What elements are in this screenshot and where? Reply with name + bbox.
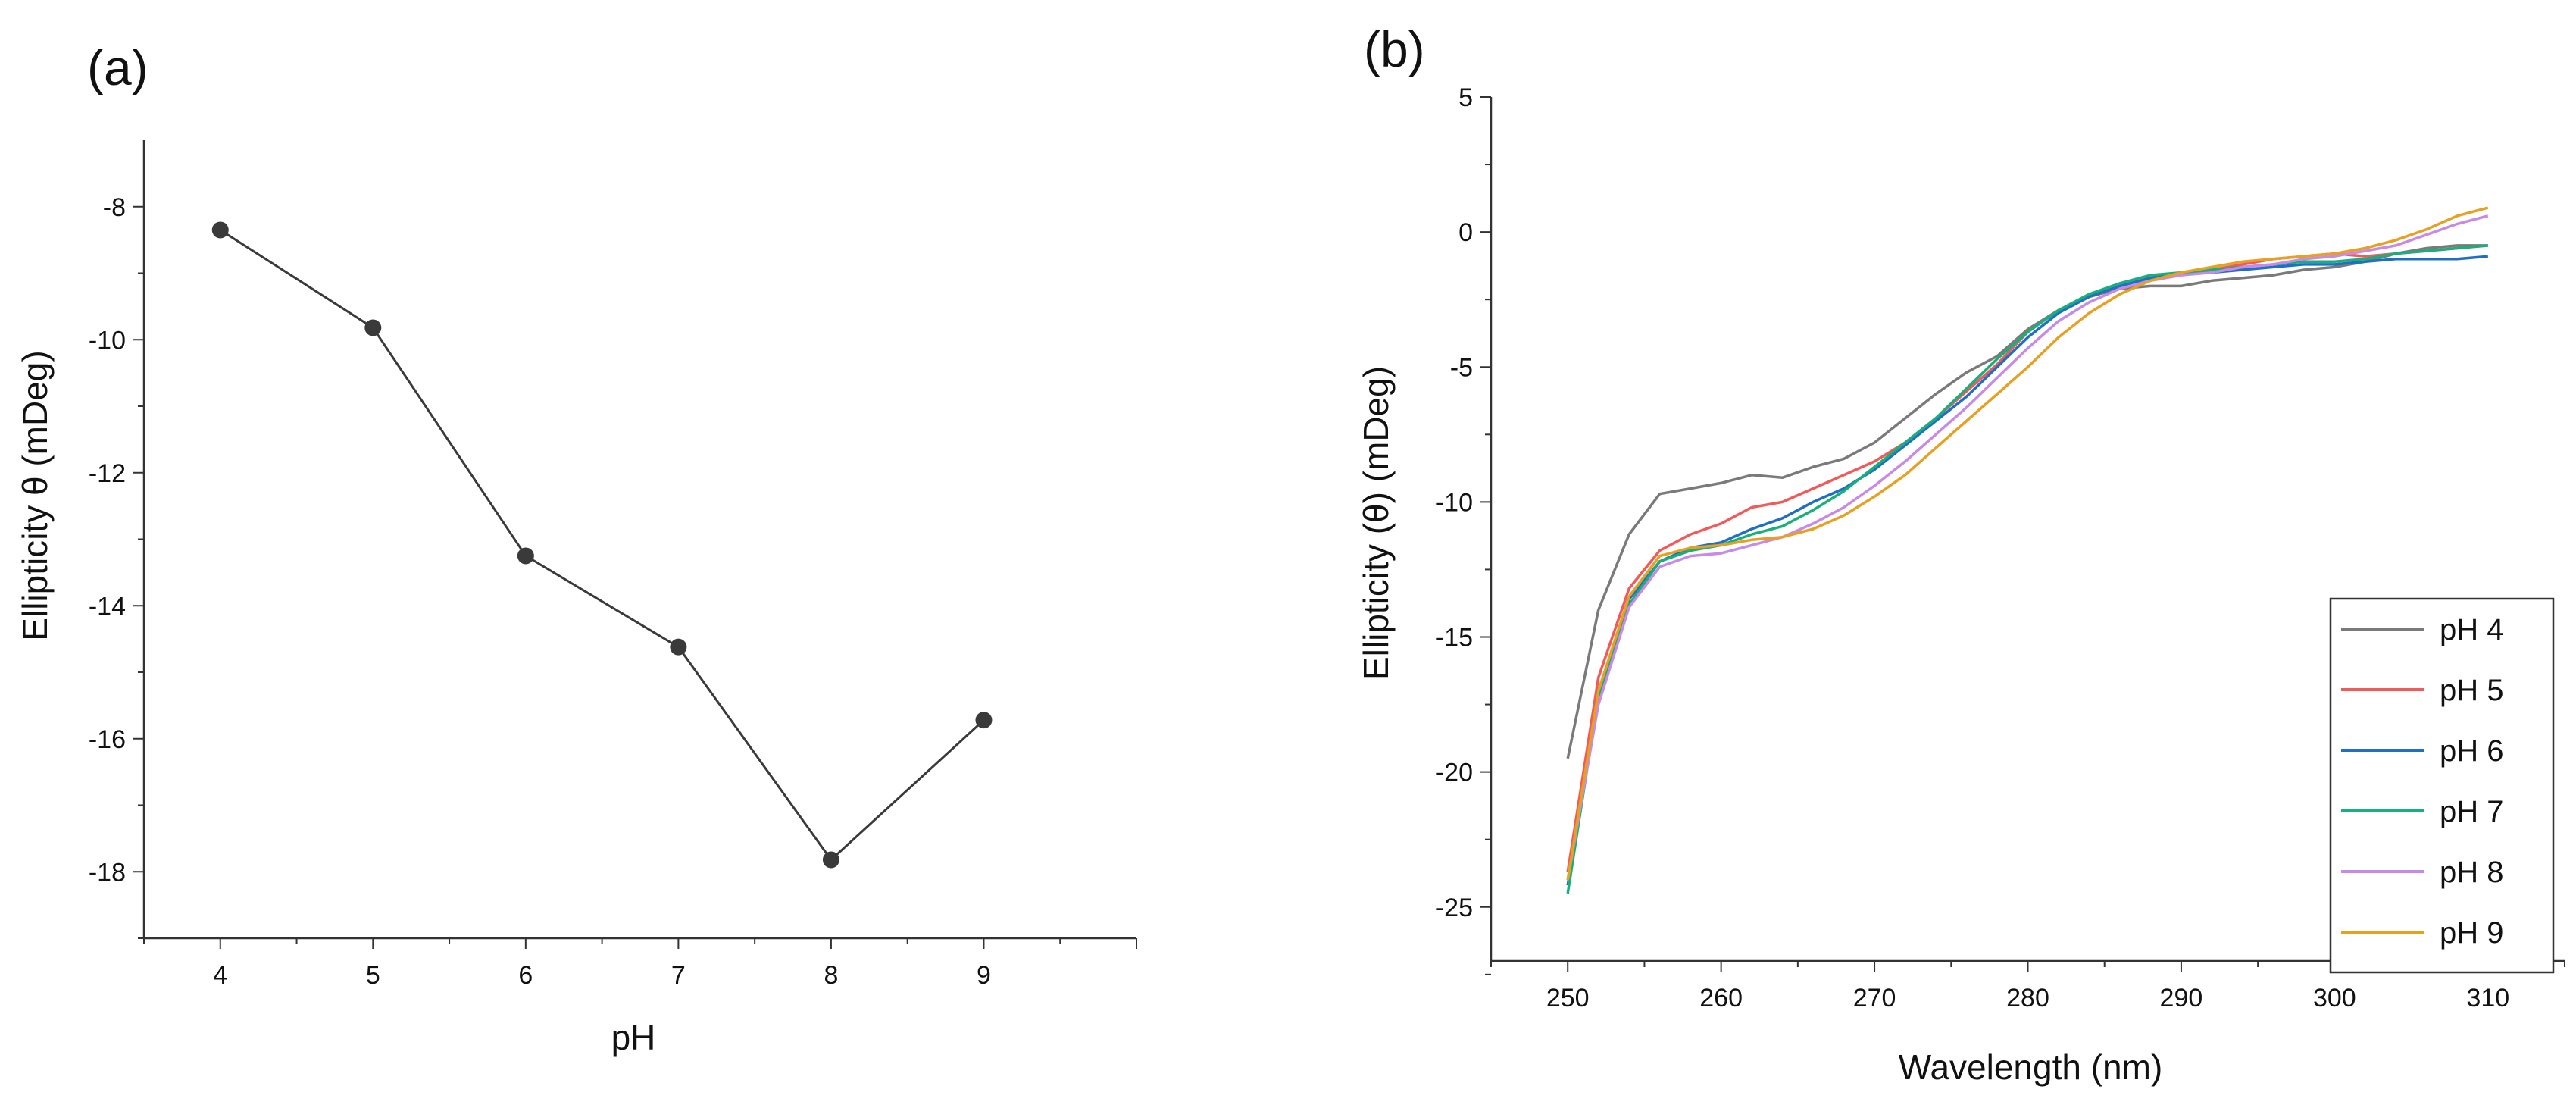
panel-b-x-axis-title: Wavelength (nm) xyxy=(1899,1047,2163,1087)
legend-label: pH 4 xyxy=(2440,613,2504,646)
series-line-ph-6 xyxy=(1566,255,2488,886)
panel-a-x-tick-label: 9 xyxy=(977,961,991,990)
panel-b-y-tick-label: -10 xyxy=(1436,488,1473,517)
chart-panel-a: (a) 4 5 6 7 8 9 -8 -10 -12 -14 -16 -18 pH Elliptic… xyxy=(15,39,1137,1057)
panel-b-y-tick-label: 5 xyxy=(1458,83,1473,112)
panel-a-x-tick-label: 4 xyxy=(213,961,227,990)
panel-b-y-tick-label: -15 xyxy=(1436,624,1473,653)
panel-a-y-axis-title: Ellipticity θ (mDeg) xyxy=(15,350,55,640)
panel-a-x-tick-label: 8 xyxy=(824,961,838,990)
panel-b-y-tick-label: 0 xyxy=(1458,218,1473,247)
panel-a-y-tick-label: -16 xyxy=(89,725,126,754)
panel-b-legend: pH 4 pH 5 pH 6 pH 7 pH 8 pH 9 xyxy=(2329,597,2555,974)
panel-b-x-tick-label: 290 xyxy=(2160,984,2203,1013)
legend-label: pH 7 xyxy=(2440,795,2504,828)
panel-b-x-tick-label: 280 xyxy=(2006,984,2049,1013)
panel-a-x-tick-label: 5 xyxy=(366,961,380,990)
legend-label: pH 6 xyxy=(2440,734,2504,768)
legend-box xyxy=(2329,597,2555,974)
panel-a-x-tick-label: 6 xyxy=(518,961,533,990)
panel-a-data-point xyxy=(975,712,993,729)
panel-b-x-tick-label: 270 xyxy=(1853,984,1896,1013)
panel-b-x-tick-label: 310 xyxy=(2466,984,2509,1013)
legend-label: pH 5 xyxy=(2440,674,2504,707)
panel-a-data-point xyxy=(822,851,839,869)
panel-b-y-tick-label: -25 xyxy=(1436,894,1473,922)
panel-a-y-tick-label: -12 xyxy=(89,459,126,488)
panel-a-data-point xyxy=(364,319,382,336)
panel-b-y-tick-label: -5 xyxy=(1450,353,1473,382)
panel-b-label: (b) xyxy=(1364,21,1425,77)
panel-a-y-ticks: -8 -10 -12 -14 -16 -18 xyxy=(89,193,144,939)
series-line-ph-8 xyxy=(1566,214,2489,881)
panel-a-y-tick-label: -18 xyxy=(89,858,126,887)
panel-b-x-tick-label: 250 xyxy=(1546,984,1590,1013)
panel-a-axes xyxy=(142,140,1136,940)
panel-b-y-axis-title: Ellipticity (θ) (mDeg) xyxy=(1356,366,1396,680)
panel-a-x-axis-title: pH xyxy=(611,1018,656,1057)
panel-b-y-ticks: 5 0 -5 -10 -15 -20 -25 xyxy=(1436,83,1491,975)
panel-b-y-tick-label: -20 xyxy=(1436,759,1473,787)
panel-a-data-line xyxy=(219,229,985,862)
panel-a-data-point xyxy=(670,638,687,656)
panel-a-label: (a) xyxy=(87,39,148,95)
chart-panel-b: (b) 250 260 270 280 290 300 310 5 0 -5 -10 -15 -20 -… xyxy=(1356,21,2565,1087)
series-line-ph-4 xyxy=(1566,244,2488,759)
panel-b-x-tick-label: 300 xyxy=(2313,984,2356,1013)
panel-a-y-tick-label: -14 xyxy=(89,592,126,621)
panel-a-y-tick-label: -8 xyxy=(103,193,126,222)
legend-label: pH 8 xyxy=(2440,856,2504,889)
panel-a-data-point xyxy=(517,547,534,565)
panel-b-x-ticks: 250 260 270 280 290 300 310 xyxy=(1490,961,2565,1013)
panel-a-y-tick-label: -10 xyxy=(89,326,126,355)
panel-a-data-point xyxy=(211,221,229,239)
panel-a-x-ticks: 4 5 6 7 8 9 xyxy=(143,938,1137,990)
legend-label: pH 9 xyxy=(2440,916,2504,950)
panel-b-data xyxy=(1566,206,2489,894)
panel-b-x-tick-label: 260 xyxy=(1699,984,1743,1013)
series-line-ph-9 xyxy=(1566,206,2489,881)
panel-a-data xyxy=(211,221,993,869)
panel-a-x-tick-label: 7 xyxy=(671,961,686,990)
